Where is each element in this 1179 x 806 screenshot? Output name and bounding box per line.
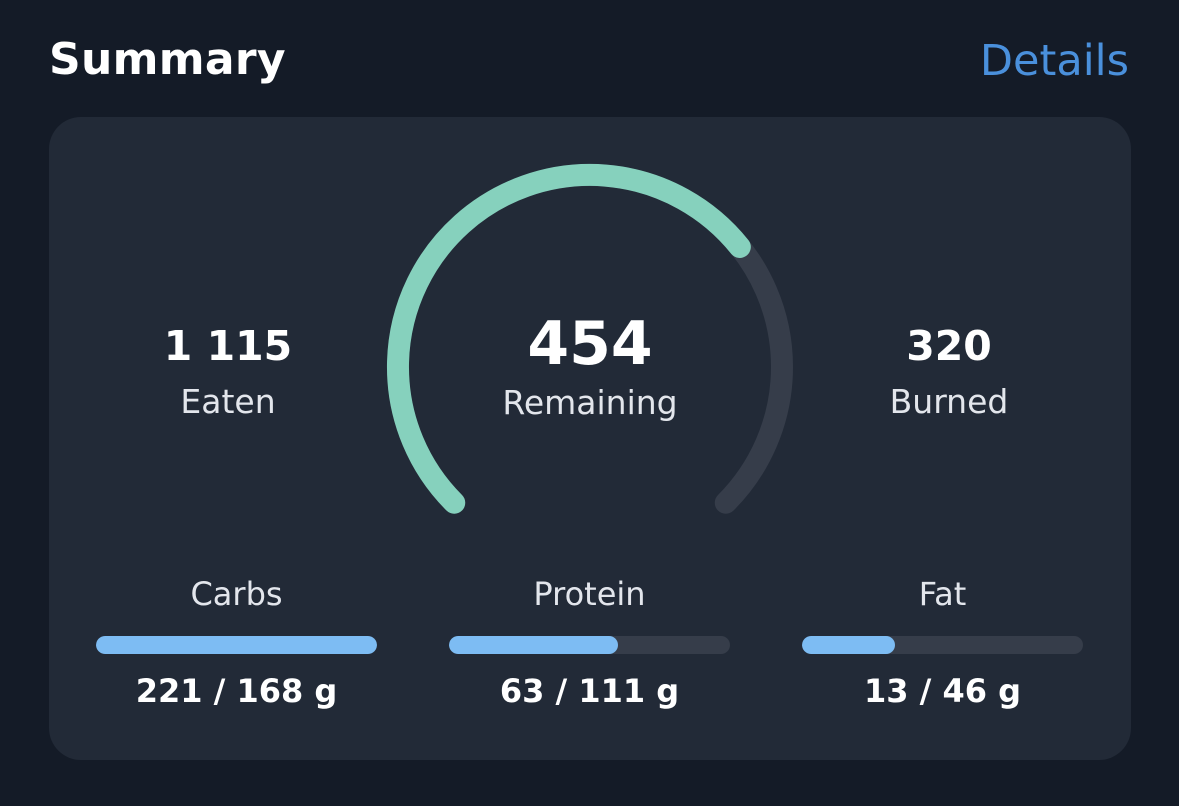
macro-progress-track <box>449 636 730 654</box>
macro-progress-fill <box>802 636 895 654</box>
summary-header: Summary Details <box>49 34 1129 94</box>
summary-card: 1 115 Eaten 454 Remaining 320 Burned Car… <box>49 117 1131 760</box>
remaining-stat: 454 Remaining <box>460 309 720 422</box>
macro-protein: Protein 63 / 111 g <box>449 575 730 710</box>
remaining-value: 454 <box>527 309 653 379</box>
macro-progress-fill <box>449 636 618 654</box>
details-link[interactable]: Details <box>979 36 1129 86</box>
macro-value: 63 / 111 g <box>499 672 680 710</box>
macro-carbs: Carbs 221 / 168 g <box>96 575 377 710</box>
macro-progress-fill <box>96 636 377 654</box>
remaining-label: Remaining <box>502 383 678 422</box>
macro-value: 221 / 168 g <box>135 672 338 710</box>
macro-progress-track <box>96 636 377 654</box>
burned-label: Burned <box>889 382 1009 421</box>
macro-label: Protein <box>533 575 646 613</box>
eaten-value: 1 115 <box>163 322 293 370</box>
gauge-fill <box>386 163 751 514</box>
eaten-stat: 1 115 Eaten <box>98 322 358 421</box>
macro-progress-track <box>802 636 1083 654</box>
macro-label: Carbs <box>190 575 283 613</box>
burned-stat: 320 Burned <box>819 322 1079 421</box>
macro-fat: Fat 13 / 46 g <box>802 575 1083 710</box>
eaten-label: Eaten <box>180 382 276 421</box>
macro-value: 13 / 46 g <box>863 672 1022 710</box>
macro-label: Fat <box>918 575 967 613</box>
section-title: Summary <box>49 34 286 85</box>
calorie-gauge <box>386 163 793 514</box>
burned-value: 320 <box>906 322 992 370</box>
